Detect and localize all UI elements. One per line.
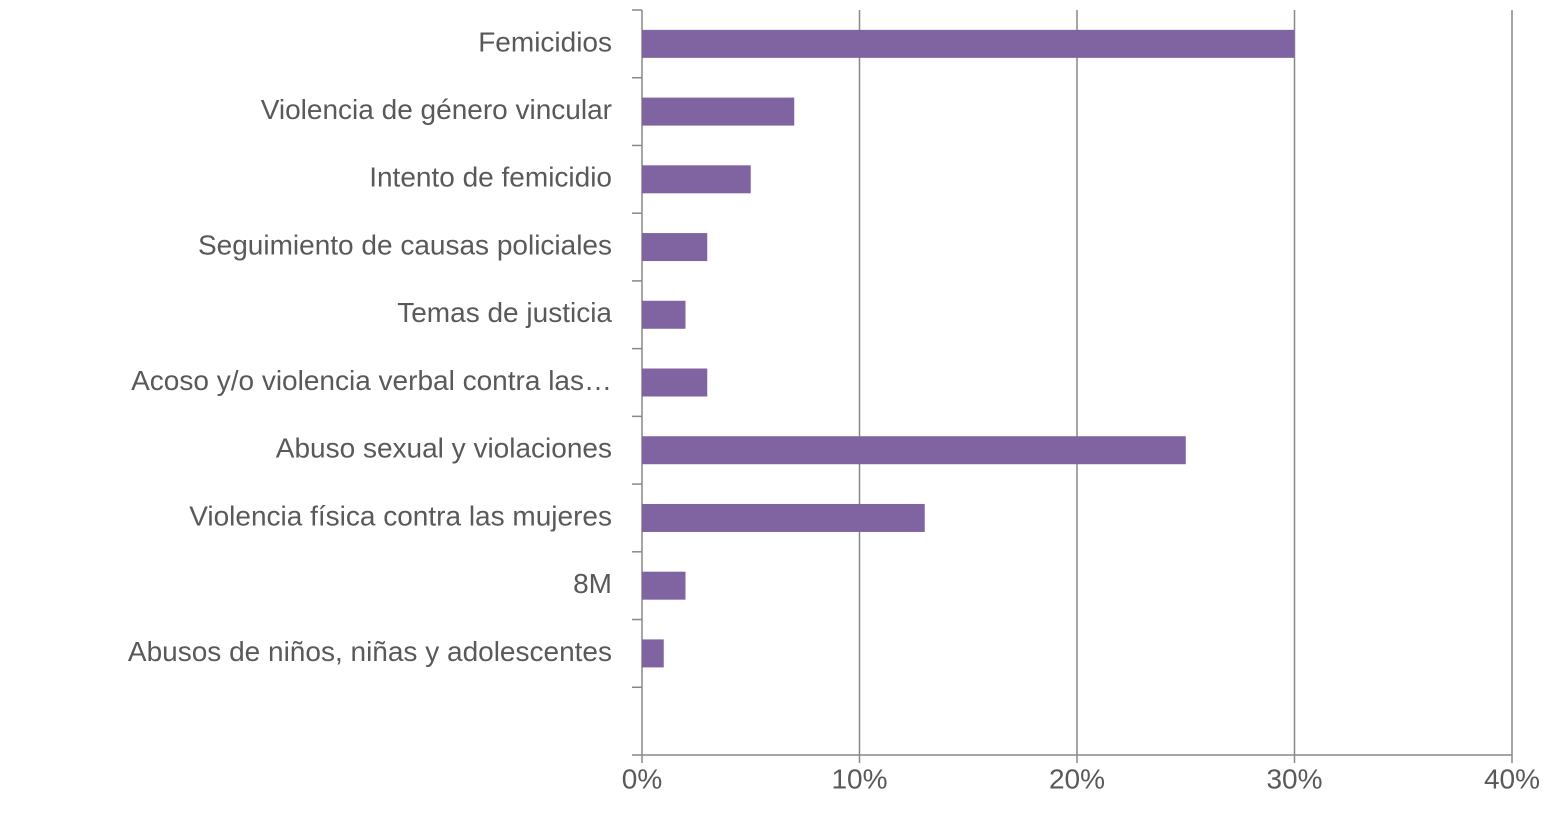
y-tick-label: Acoso y/o violencia verbal contra las…	[131, 365, 612, 396]
y-tick-label: Femicidios	[478, 26, 612, 57]
y-tick-label: Violencia de género vincular	[261, 94, 612, 125]
y-tick-label: Temas de justicia	[397, 297, 612, 328]
y-tick-label: Seguimiento de causas policiales	[198, 229, 612, 260]
x-tick-label: 10%	[831, 763, 887, 794]
bar	[642, 571, 686, 600]
bar	[642, 368, 708, 397]
bar	[642, 233, 708, 262]
bar	[642, 639, 664, 668]
bar	[642, 29, 1295, 58]
y-tick-label: Abuso sexual y violaciones	[276, 433, 612, 464]
bar	[642, 97, 795, 126]
bar	[642, 436, 1186, 465]
x-tick-label: 0%	[622, 763, 662, 794]
y-tick-label: Abusos de niños, niñas y adolescentes	[128, 636, 612, 667]
y-tick-label: Intento de femicidio	[369, 162, 612, 193]
bar	[642, 300, 686, 329]
x-tick-label: 40%	[1484, 763, 1540, 794]
x-tick-label: 20%	[1049, 763, 1105, 794]
bar	[642, 503, 925, 532]
x-tick-label: 30%	[1266, 763, 1322, 794]
bar	[642, 165, 751, 194]
y-tick-label: Violencia física contra las mujeres	[189, 500, 612, 531]
y-tick-label: 8M	[573, 568, 612, 599]
